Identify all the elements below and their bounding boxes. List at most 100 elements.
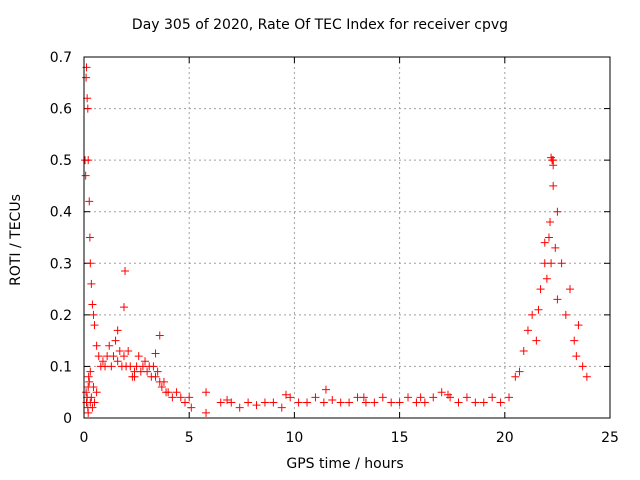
- data-point: [130, 372, 139, 381]
- y-tick-label: 0: [63, 411, 72, 427]
- y-tick-label: 0.2: [50, 308, 72, 324]
- data-point: [151, 349, 160, 358]
- data-point: [202, 388, 211, 397]
- data-point: [83, 104, 92, 113]
- data-point: [119, 352, 128, 361]
- data-point: [244, 398, 253, 407]
- data-point: [151, 372, 160, 381]
- data-point: [321, 385, 330, 394]
- data-point: [294, 398, 303, 407]
- data-point: [519, 346, 528, 355]
- data-point: [107, 362, 116, 371]
- data-point: [227, 398, 236, 407]
- data-point: [416, 393, 425, 402]
- data-point: [115, 346, 124, 355]
- data-point: [187, 403, 196, 412]
- data-point: [155, 331, 164, 340]
- data-point: [574, 321, 583, 330]
- data-point: [361, 398, 370, 407]
- data-point: [404, 393, 413, 402]
- data-point: [553, 207, 562, 216]
- data-point: [157, 383, 166, 392]
- data-point: [89, 383, 98, 392]
- data-point: [570, 336, 579, 345]
- data-point: [462, 393, 471, 402]
- data-point: [216, 398, 225, 407]
- data-point: [511, 372, 520, 381]
- data-point: [94, 352, 103, 361]
- data-point: [582, 372, 591, 381]
- data-point: [172, 388, 181, 397]
- data-point: [454, 398, 463, 407]
- data-point: [540, 238, 549, 247]
- data-point: [82, 388, 91, 397]
- data-point: [572, 352, 581, 361]
- data-point: [111, 336, 120, 345]
- data-point: [87, 279, 96, 288]
- data-point: [105, 341, 114, 350]
- data-point: [546, 218, 555, 227]
- data-point: [92, 341, 101, 350]
- x-tick-label: 10: [285, 430, 303, 446]
- data-point: [124, 346, 133, 355]
- data-point: [121, 267, 130, 276]
- data-point: [378, 393, 387, 402]
- data-point: [548, 156, 557, 165]
- x-tick-label: 25: [601, 430, 619, 446]
- data-point: [119, 303, 128, 312]
- data-point: [561, 310, 570, 319]
- data-point: [496, 398, 505, 407]
- data-point: [85, 233, 94, 242]
- data-point: [395, 398, 404, 407]
- data-point: [578, 362, 587, 371]
- data-point: [223, 395, 232, 404]
- data-point: [277, 403, 286, 412]
- data-point: [90, 398, 99, 407]
- grid: [84, 57, 610, 418]
- data-point: [311, 393, 320, 402]
- data-point: [429, 393, 438, 402]
- data-point: [89, 310, 98, 319]
- data-point: [359, 393, 368, 402]
- data-point: [479, 398, 488, 407]
- data-point: [113, 357, 122, 366]
- y-tick-label: 0.1: [50, 359, 72, 375]
- data-point: [336, 398, 345, 407]
- data-point: [113, 326, 122, 335]
- data-point: [84, 408, 93, 417]
- data-point: [549, 181, 558, 190]
- data-point: [159, 377, 168, 386]
- data-point: [269, 398, 278, 407]
- x-tick-label: 15: [391, 430, 409, 446]
- plot-frame: [83, 56, 611, 419]
- data-point: [557, 259, 566, 268]
- data-point: [515, 367, 524, 376]
- data-point: [134, 352, 143, 361]
- data-point: [168, 393, 177, 402]
- data-point: [471, 398, 480, 407]
- data-point: [164, 388, 173, 397]
- data-point: [547, 259, 556, 268]
- data-point: [153, 367, 162, 376]
- data-point: [536, 285, 545, 294]
- data-point: [82, 73, 91, 82]
- data-points: [81, 63, 591, 417]
- data-point: [549, 161, 558, 170]
- data-point: [281, 390, 290, 399]
- data-point: [534, 305, 543, 314]
- data-point: [566, 285, 575, 294]
- data-point: [345, 398, 354, 407]
- data-point: [370, 398, 379, 407]
- data-point: [551, 243, 560, 252]
- data-point: [180, 398, 189, 407]
- y-tick-label: 0.3: [50, 256, 72, 272]
- data-point: [523, 326, 532, 335]
- data-point: [185, 393, 194, 402]
- x-tick-label: 5: [185, 430, 194, 446]
- axis-ticks: 0 5 10 15 20 25 0 0.1 0.2 0.3 0.4 0.5 0.6 0.7: [50, 50, 619, 446]
- data-point: [505, 393, 514, 402]
- data-point: [420, 398, 429, 407]
- data-point: [85, 197, 94, 206]
- data-point: [141, 357, 150, 366]
